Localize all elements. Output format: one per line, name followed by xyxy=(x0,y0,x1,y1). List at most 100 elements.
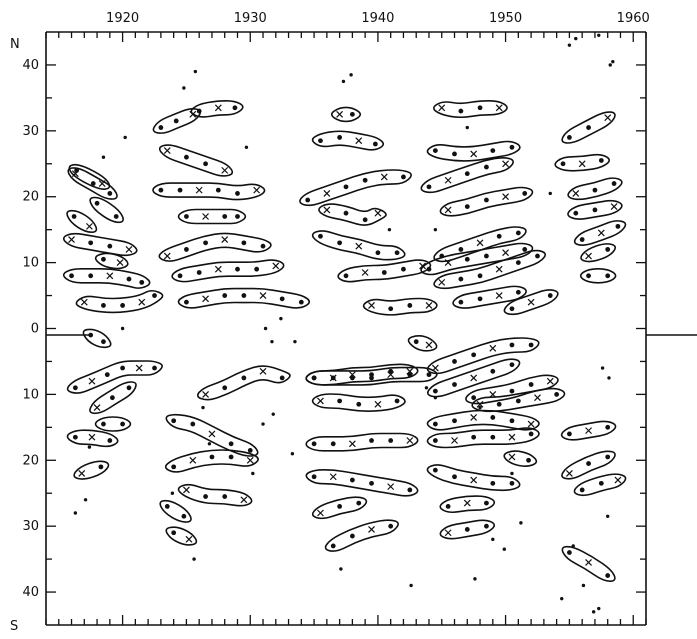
scattered-point xyxy=(341,79,346,84)
group-outline xyxy=(299,169,412,207)
dot-point xyxy=(401,174,406,180)
cross-point xyxy=(189,110,197,118)
cross-point xyxy=(387,371,395,379)
group-outline xyxy=(158,232,272,262)
cross-point xyxy=(610,203,618,211)
cross-point xyxy=(355,137,363,145)
dot-point xyxy=(203,494,208,499)
cross-point xyxy=(240,496,248,504)
dot-point xyxy=(330,543,336,549)
scattered-point xyxy=(611,59,615,64)
dot-point xyxy=(235,214,240,219)
cross-point xyxy=(202,390,209,398)
scattered-point xyxy=(290,451,295,456)
cross-point xyxy=(163,252,171,260)
cross-point xyxy=(425,302,433,309)
scattered-point xyxy=(279,316,283,321)
dot-point xyxy=(235,191,240,196)
group-outline xyxy=(420,242,534,276)
cross-point xyxy=(355,242,363,250)
dot-point xyxy=(573,210,579,216)
scattered-point xyxy=(192,557,196,561)
dot-point xyxy=(241,375,247,381)
group-outline xyxy=(426,409,540,431)
group-outline xyxy=(305,432,419,452)
group-outline xyxy=(62,267,151,289)
scattered-point xyxy=(271,412,275,416)
cross-point xyxy=(502,160,509,168)
dot-point xyxy=(615,223,621,229)
group-outline xyxy=(177,483,253,507)
dot-point xyxy=(592,207,598,213)
dot-point xyxy=(88,273,94,279)
cross-point xyxy=(444,176,452,184)
dot-point xyxy=(432,421,438,427)
group-outline xyxy=(573,220,627,246)
group-outline xyxy=(561,545,616,583)
dot-point xyxy=(241,293,247,298)
cross-point xyxy=(444,206,452,214)
group-outline xyxy=(561,111,616,144)
group-outline xyxy=(439,186,534,217)
group-outline xyxy=(560,420,617,441)
y-tick-label: 20 xyxy=(22,190,39,205)
cross-point xyxy=(502,193,509,201)
cross-point xyxy=(489,390,497,398)
cross-point xyxy=(98,180,106,187)
scattered-point xyxy=(433,227,438,232)
cross-point xyxy=(368,526,375,533)
scattered-point xyxy=(263,326,268,331)
scattered-point xyxy=(387,227,392,232)
group-outline xyxy=(426,337,540,375)
group-outline xyxy=(452,285,527,309)
cross-point xyxy=(495,104,503,112)
scattered-point xyxy=(207,442,212,446)
dot-point xyxy=(464,171,470,177)
dot-point xyxy=(464,527,470,532)
dot-point xyxy=(592,187,598,193)
y-tick-label: 0 xyxy=(31,322,39,337)
south-pole-label: S xyxy=(10,619,18,634)
scattered-point xyxy=(270,339,274,344)
scattered-point xyxy=(491,537,495,542)
dot-point xyxy=(598,480,604,486)
cross-point xyxy=(253,186,261,194)
dot-point xyxy=(407,303,413,308)
dot-point xyxy=(445,504,451,509)
group-outline xyxy=(158,144,234,177)
group-outline xyxy=(503,289,559,316)
scattered-point xyxy=(182,86,186,90)
group-outline xyxy=(63,232,138,257)
dot-point xyxy=(343,184,349,190)
cross-point xyxy=(317,509,324,517)
dot-point xyxy=(471,434,477,440)
scattered-point xyxy=(170,491,175,495)
dot-point xyxy=(101,421,106,427)
cross-point xyxy=(272,262,280,270)
dot-point xyxy=(567,550,572,555)
dot-point xyxy=(528,382,534,387)
dot-point xyxy=(181,513,187,519)
dot-point xyxy=(567,135,572,140)
dot-point xyxy=(343,210,349,216)
cross-point xyxy=(438,104,446,112)
dot-point xyxy=(90,181,96,186)
cross-point xyxy=(202,213,209,220)
cross-point xyxy=(508,453,516,461)
group-outline xyxy=(433,249,546,290)
cross-point xyxy=(585,558,592,566)
cross-point xyxy=(336,110,344,118)
cross-point xyxy=(476,239,484,247)
cross-point xyxy=(406,437,414,444)
cross-point xyxy=(470,476,478,484)
scattered-point xyxy=(574,36,578,41)
dot-point xyxy=(528,431,534,437)
dot-point xyxy=(432,388,438,394)
dot-point xyxy=(171,464,177,470)
cross-point xyxy=(597,229,605,237)
group-outline xyxy=(426,140,521,162)
dot-point xyxy=(203,161,208,167)
dot-point xyxy=(426,266,432,272)
dot-point xyxy=(484,253,489,259)
